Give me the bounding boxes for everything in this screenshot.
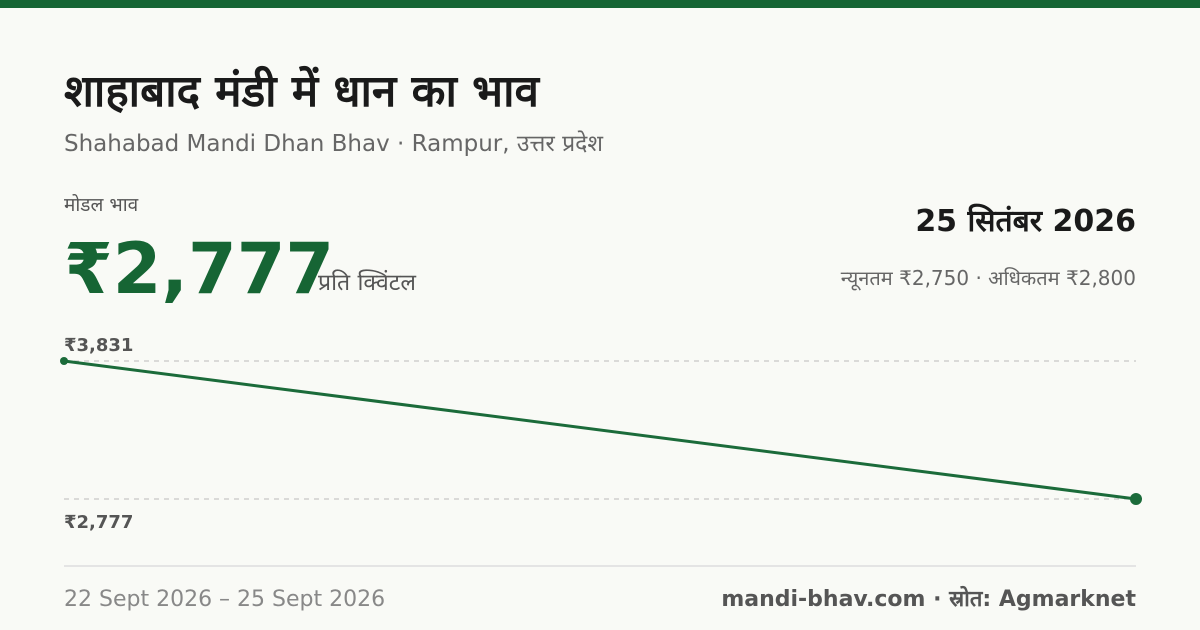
- data-point: [60, 357, 68, 365]
- data-point: [1130, 493, 1142, 505]
- price-value: ₹2,777: [64, 228, 334, 310]
- chart: ₹3,831 ₹2,777: [60, 335, 1142, 533]
- top-bar: [0, 0, 1200, 8]
- price-label: मोडल भाव: [64, 193, 139, 216]
- y-tick-label: ₹2,777: [64, 512, 133, 533]
- subtitle: Shahabad Mandi Dhan Bhav · Rampur, उत्तर…: [64, 130, 603, 157]
- price-unit: प्रति क्विंटल: [318, 269, 416, 296]
- footer-dates: 22 Sept 2026 – 25 Sept 2026: [64, 587, 385, 612]
- title: शाहाबाद मंडी में धान का भाव: [64, 65, 541, 117]
- price-range: न्यूनतम ₹2,750 · अधिकतम ₹2,800: [841, 266, 1136, 291]
- price-date: 25 सितंबर 2026: [915, 203, 1136, 239]
- footer-source: mandi-bhav.com · स्रोत: Agmarknet: [721, 585, 1136, 612]
- price-line: [63, 359, 1137, 501]
- y-tick-label: ₹3,831: [64, 335, 133, 356]
